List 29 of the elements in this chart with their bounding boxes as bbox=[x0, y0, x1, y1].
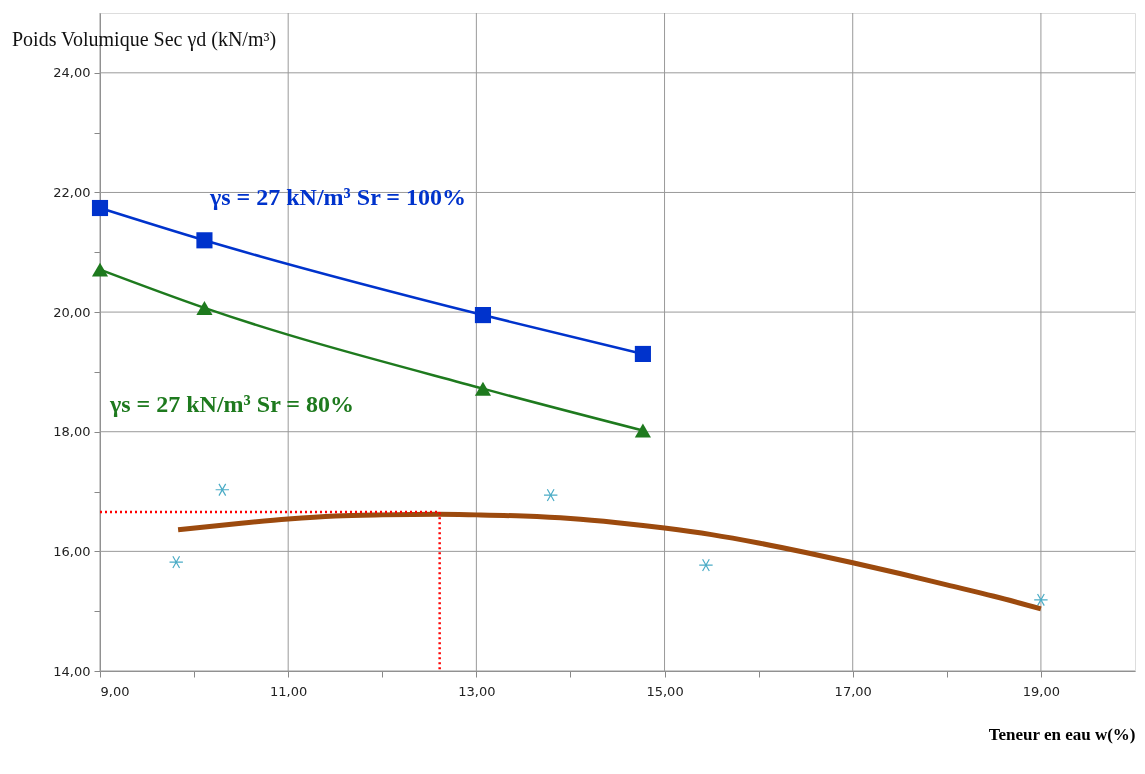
y-tick-label: 18,00 bbox=[53, 424, 91, 440]
x-axis-title: Teneur en eau w(%) bbox=[988, 724, 1136, 744]
point bbox=[91, 262, 109, 277]
point bbox=[698, 558, 714, 572]
x-tick-label: 19,00 bbox=[1022, 683, 1061, 699]
y-tick-label: 16,00 bbox=[53, 543, 91, 559]
y-tick-label: 20,00 bbox=[53, 304, 91, 320]
y-tick-label: 24,00 bbox=[53, 65, 91, 81]
series-label: γs = 27 kN/m³ Sr = 100% bbox=[209, 184, 467, 211]
point bbox=[543, 488, 558, 502]
point bbox=[168, 555, 184, 569]
point bbox=[1033, 593, 1049, 607]
y-tick-label: 14,00 bbox=[53, 663, 91, 679]
x-tick-label: 13,00 bbox=[458, 683, 496, 699]
x-tick-label: 17,00 bbox=[834, 683, 872, 699]
series-label: γs = 27 kN/m³ Sr = 80% bbox=[109, 390, 355, 417]
point bbox=[474, 307, 492, 324]
point bbox=[474, 381, 492, 396]
point bbox=[634, 345, 651, 363]
y-axis-title: Poids Volumique Sec γd (kN/m³) bbox=[12, 28, 277, 51]
point bbox=[196, 232, 213, 249]
point bbox=[634, 423, 651, 438]
x-tick-label: 15,00 bbox=[646, 683, 684, 699]
y-tick-label: 22,00 bbox=[53, 184, 91, 200]
point bbox=[196, 300, 213, 315]
point bbox=[215, 483, 230, 497]
point bbox=[91, 199, 109, 217]
x-tick-label: 11,00 bbox=[270, 683, 308, 699]
x-tick-label: 9,00 bbox=[100, 683, 130, 699]
